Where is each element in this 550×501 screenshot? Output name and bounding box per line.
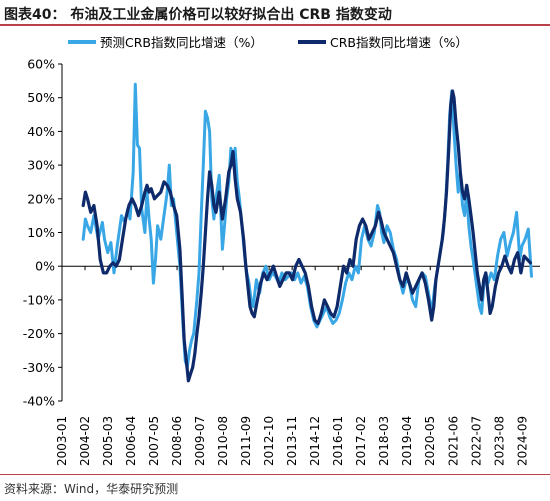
x-tick-label: 2017-02 [354, 416, 368, 466]
series-line-predicted-crb [81, 82, 533, 369]
x-tick-label: 2011-09 [239, 416, 253, 466]
y-tick-label: 30% [27, 158, 55, 173]
chart-title: 图表40： 布油及工业金属价格可以较好拟合出 CRB 指数变动 [4, 7, 392, 23]
title-bar: 图表40： 布油及工业金属价格可以较好拟合出 CRB 指数变动 [0, 0, 550, 26]
x-axis: 2003-01 2004-02 2005-03 2006-04 2007-05 2008-… [55, 265, 540, 466]
line-chart: 预测CRB指数同比增速（%） CRB指数同比增速（%） -40%-30%-20%-… [23, 35, 540, 466]
legend-label: 预测CRB指数同比增速（%） [100, 35, 263, 50]
y-axis: -40% -30% -20% -10% 0% 10% 20% 30% 40% 50% 60% [23, 57, 63, 409]
y-tick-label: -20% [23, 326, 55, 341]
y-tick-label: 20% [27, 191, 55, 206]
x-tick-label: 2012-10 [262, 416, 276, 466]
x-tick-label: 2019-04 [400, 416, 414, 466]
x-tick-label: 2008-06 [170, 416, 184, 466]
x-tick-label: 2006-04 [124, 416, 138, 466]
series-group [81, 82, 533, 383]
chart-area: 预测CRB指数同比增速（%） CRB指数同比增速（%） -40% -30% -20% -… [0, 28, 550, 470]
legend-label: CRB指数同比增速（%） [330, 35, 468, 50]
x-tick-label: 2023-08 [492, 416, 506, 466]
y-tick-label: -30% [23, 360, 55, 375]
x-tick-label: 2021-06 [446, 416, 460, 466]
x-tick-label: 2003-01 [55, 416, 69, 466]
legend: 预测CRB指数同比增速（%） CRB指数同比增速（%） [68, 35, 468, 50]
series-line-crb [81, 89, 532, 383]
y-tick-label: 50% [27, 90, 55, 105]
x-tick-label: 2014-12 [308, 416, 322, 466]
x-tick-label: 2016-01 [331, 416, 345, 466]
y-tick-label: -10% [23, 292, 55, 307]
x-tick-label: 2022-07 [469, 416, 483, 466]
y-tick-label: 10% [27, 225, 55, 240]
x-tick-label: 2024-09 [515, 416, 529, 466]
x-tick-label: 2010-08 [216, 416, 230, 466]
x-tick-label: 2005-03 [101, 416, 115, 466]
x-tick-label: 2013-11 [285, 416, 299, 466]
source-note: 资料来源：Wind，华泰研究预测 [4, 482, 179, 496]
x-tick-label: 2004-02 [78, 416, 92, 466]
x-tick-label: 2020-05 [423, 416, 437, 466]
y-tick-label: -40% [23, 394, 55, 409]
x-tick-label: 2018-03 [377, 416, 391, 466]
y-tick-label: 40% [27, 124, 55, 139]
y-tick-label: 0% [35, 259, 55, 274]
x-tick-label: 2007-05 [147, 416, 161, 466]
footer-divider [0, 474, 550, 475]
y-tick-label: 60% [27, 57, 55, 72]
x-tick-label: 2009-07 [193, 416, 207, 466]
